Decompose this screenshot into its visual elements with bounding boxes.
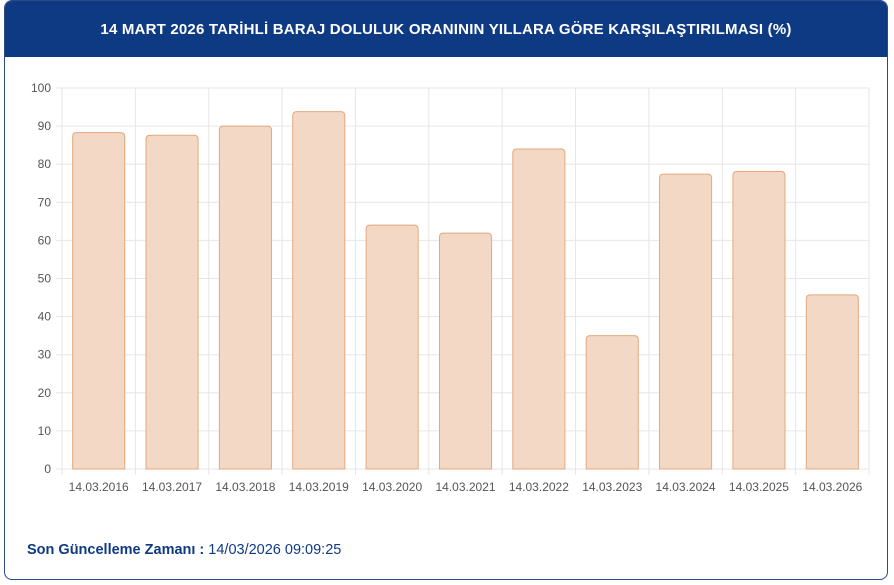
y-tick-label: 10 <box>38 424 52 438</box>
last-updated: Son Güncelleme Zamanı : 14/03/2026 09:09… <box>27 542 341 558</box>
x-tick-label: 14.03.2026 <box>802 480 862 494</box>
y-tick-label: 50 <box>38 272 52 286</box>
bar <box>438 232 493 470</box>
x-tick-label: 14.03.2021 <box>435 480 495 494</box>
x-tick-label: 14.03.2020 <box>362 480 422 494</box>
x-tick-label: 14.03.2016 <box>69 480 129 494</box>
bar-chart: 0 10 20 30 40 50 60 70 80 90 100 14.03.2016 14.03.20… <box>31 81 870 494</box>
bar <box>365 224 419 470</box>
bar <box>145 134 199 470</box>
y-tick-label: 0 <box>44 462 51 476</box>
y-tick-label: 60 <box>38 233 52 247</box>
y-tick-label: 90 <box>38 119 52 133</box>
y-tick-label: 30 <box>38 348 52 362</box>
chart-card: 14 MART 2026 TARİHLİ BARAJ DOLULUK ORANI… <box>4 0 888 580</box>
x-tick-label: 14.03.2025 <box>729 480 789 494</box>
last-updated-label: Son Güncelleme Zamanı : <box>27 542 205 558</box>
x-tick-label: 14.03.2022 <box>509 480 569 494</box>
last-updated-value: 14/03/2026 09:09:25 <box>204 542 342 558</box>
x-tick-label: 14.03.2024 <box>656 480 716 494</box>
x-tick-label: 14.03.2019 <box>289 480 349 494</box>
x-tick-label: 14.03.2023 <box>582 480 642 494</box>
bar <box>512 148 566 470</box>
bar <box>659 173 713 470</box>
chart-header: 14 MART 2026 TARİHLİ BARAJ DOLULUK ORANI… <box>5 1 887 57</box>
y-tick-label: 70 <box>38 195 52 209</box>
y-tick-label: 80 <box>38 157 52 171</box>
chart-title: 14 MART 2026 TARİHLİ BARAJ DOLULUK ORANI… <box>100 20 792 38</box>
bar <box>585 335 639 470</box>
bar <box>292 111 346 470</box>
y-tick-label: 20 <box>38 386 52 400</box>
y-tick-label: 100 <box>31 81 51 95</box>
bar <box>72 132 126 470</box>
y-tick-label: 40 <box>38 310 52 324</box>
bar <box>732 170 786 470</box>
x-tick-label: 14.03.2018 <box>215 480 275 494</box>
bar <box>218 125 272 470</box>
x-tick-label: 14.03.2017 <box>142 480 202 494</box>
chart-area: 0 10 20 30 40 50 60 70 80 90 100 14.03.2016 14.03.20… <box>5 57 887 507</box>
bar <box>805 294 859 470</box>
